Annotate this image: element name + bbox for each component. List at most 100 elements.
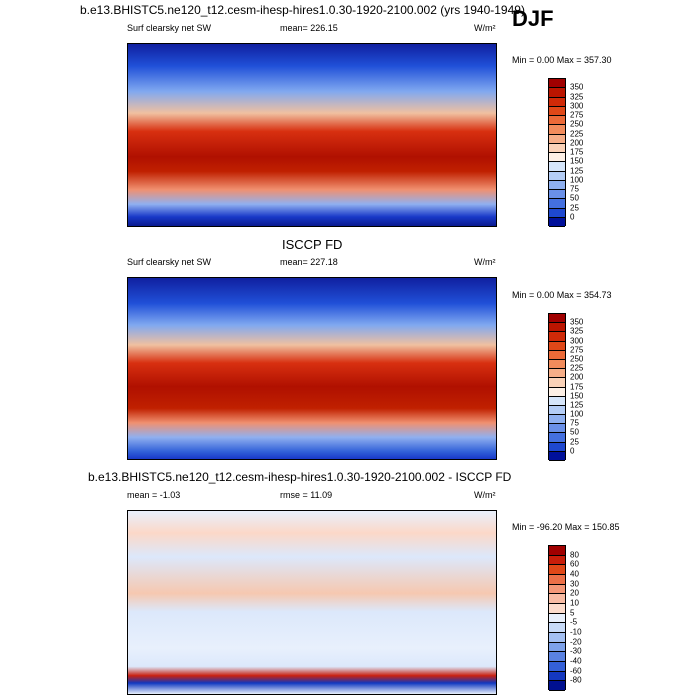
panel-left-label: Surf clearsky net SW bbox=[127, 23, 212, 33]
map bbox=[127, 510, 497, 695]
colorbar-swatch bbox=[549, 180, 565, 190]
colorbar-swatch bbox=[549, 116, 565, 126]
colorbar-label: -40 bbox=[570, 656, 582, 666]
colorbar-swatch bbox=[549, 661, 565, 672]
colorbar-label: 25 bbox=[570, 203, 579, 212]
colorbar-swatch bbox=[549, 125, 565, 135]
colorbar-swatch bbox=[549, 546, 565, 556]
figure-title: b.e13.BHISTC5.ne120_t12.cesm-ihesp-hires… bbox=[80, 3, 525, 17]
colorbar-label: 325 bbox=[570, 326, 584, 336]
colorbar-swatch bbox=[549, 350, 565, 360]
colorbar-swatch bbox=[549, 451, 565, 461]
colorbar-label: 225 bbox=[570, 129, 584, 138]
map bbox=[127, 43, 497, 227]
colorbar-label: 80 bbox=[570, 550, 579, 560]
colorbar-swatch bbox=[549, 555, 565, 566]
colorbar-label: 10 bbox=[570, 598, 579, 608]
colorbar-swatch bbox=[549, 162, 565, 172]
colorbar-swatch bbox=[549, 565, 565, 575]
colorbar-swatch bbox=[549, 424, 565, 434]
panel-center-label: mean= 227.18 bbox=[280, 257, 338, 267]
colorbar bbox=[548, 78, 566, 227]
season: DJF bbox=[512, 6, 554, 31]
colorbar-label: 325 bbox=[570, 92, 584, 101]
colorbar-swatch bbox=[549, 642, 565, 653]
colorbar-label: 350 bbox=[570, 317, 584, 327]
colorbar-label: 125 bbox=[570, 400, 584, 410]
colorbar-label: 175 bbox=[570, 147, 584, 157]
colorbar-label: 75 bbox=[570, 418, 579, 428]
colorbar-swatch bbox=[549, 314, 565, 324]
colorbar-label: 125 bbox=[570, 166, 584, 175]
colorbar-swatch bbox=[549, 323, 565, 333]
colorbar-label: 100 bbox=[570, 409, 584, 419]
colorbar-swatch bbox=[549, 378, 565, 388]
colorbar-swatch bbox=[549, 143, 565, 153]
colorbar-swatch bbox=[549, 415, 565, 425]
colorbar-label: -20 bbox=[570, 637, 582, 647]
colorbar-label: 250 bbox=[570, 119, 584, 129]
colorbar-label: 200 bbox=[570, 372, 584, 382]
colorbar-swatch bbox=[549, 79, 565, 89]
colorbar-swatch bbox=[549, 632, 565, 643]
colorbar-label: 5 bbox=[570, 608, 575, 618]
panel-center-label: rmse = 11.09 bbox=[280, 490, 333, 500]
colorbar-swatch bbox=[549, 171, 565, 181]
colorbar-swatch bbox=[549, 623, 565, 633]
colorbar-label: -5 bbox=[570, 617, 578, 627]
colorbar bbox=[548, 313, 566, 461]
colorbar-label: 225 bbox=[570, 363, 584, 373]
colorbar-swatch bbox=[549, 574, 565, 585]
colorbar bbox=[548, 545, 566, 691]
panel-left-label: Surf clearsky net SW bbox=[127, 257, 212, 267]
colorbar-label: 300 bbox=[570, 101, 584, 111]
colorbar-label: 20 bbox=[570, 588, 579, 598]
colorbar-label: 200 bbox=[570, 138, 584, 148]
colorbar-label: 40 bbox=[570, 569, 579, 579]
colorbar-label: 150 bbox=[570, 391, 584, 401]
colorbar-label: 0 bbox=[570, 212, 575, 222]
colorbar-label: 275 bbox=[570, 110, 584, 120]
colorbar-label: 25 bbox=[570, 437, 579, 447]
panel-units: W/m² bbox=[474, 490, 496, 500]
min-max: Min = -96.20 Max = 150.85 bbox=[512, 522, 620, 532]
colorbar-swatch bbox=[549, 442, 565, 452]
panel-left-label: mean = -1.03 bbox=[127, 490, 181, 500]
colorbar-swatch bbox=[549, 88, 565, 98]
colorbar-swatch bbox=[549, 652, 565, 662]
colorbar-swatch bbox=[549, 405, 565, 416]
min-max: Min = 0.00 Max = 357.30 bbox=[512, 55, 612, 65]
colorbar-swatch bbox=[549, 341, 565, 351]
colorbar-label: 75 bbox=[570, 184, 579, 194]
colorbar-swatch bbox=[549, 332, 565, 342]
colorbar-swatch bbox=[549, 153, 565, 163]
colorbar-label: 150 bbox=[570, 156, 584, 166]
panel-units: W/m² bbox=[474, 257, 496, 267]
colorbar-swatch bbox=[549, 208, 565, 218]
colorbar-swatch bbox=[549, 681, 565, 691]
colorbar-label: 100 bbox=[570, 175, 584, 185]
colorbar-swatch bbox=[549, 134, 565, 144]
colorbar-label: 275 bbox=[570, 345, 584, 355]
panel-center-label: mean= 226.15 bbox=[280, 23, 338, 33]
colorbar-label: 50 bbox=[570, 427, 579, 437]
min-max: Min = 0.00 Max = 354.73 bbox=[512, 290, 612, 300]
map bbox=[127, 277, 497, 460]
colorbar-swatch bbox=[549, 97, 565, 107]
colorbar-swatch bbox=[549, 387, 565, 397]
colorbar-swatch bbox=[549, 613, 565, 624]
colorbar-swatch bbox=[549, 433, 565, 443]
colorbar-swatch bbox=[549, 199, 565, 209]
colorbar-swatch bbox=[549, 369, 565, 379]
colorbar-swatch bbox=[549, 359, 565, 370]
colorbar-label: 0 bbox=[570, 446, 575, 456]
colorbar-label: -30 bbox=[570, 646, 582, 656]
colorbar-label: 50 bbox=[570, 193, 579, 203]
colorbar-swatch bbox=[549, 190, 565, 200]
colorbar-label: 175 bbox=[570, 382, 584, 391]
colorbar-label: 350 bbox=[570, 82, 584, 92]
colorbar-label: 250 bbox=[570, 354, 584, 364]
colorbar-swatch bbox=[549, 396, 565, 406]
colorbar-label: -80 bbox=[570, 675, 582, 685]
